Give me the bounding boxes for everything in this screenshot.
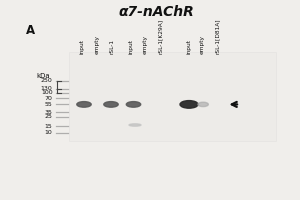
- FancyBboxPatch shape: [69, 52, 276, 141]
- Text: input: input: [186, 39, 191, 54]
- Text: input: input: [80, 39, 85, 54]
- Text: empty: empty: [200, 35, 205, 54]
- Text: 130: 130: [41, 86, 52, 91]
- Ellipse shape: [104, 102, 118, 107]
- Text: α7-nAChR: α7-nAChR: [118, 5, 194, 19]
- Text: kDa: kDa: [37, 73, 50, 79]
- Text: 25: 25: [45, 114, 52, 119]
- Text: 250: 250: [41, 78, 52, 84]
- Text: 15: 15: [45, 124, 52, 129]
- Text: empty: empty: [94, 35, 100, 54]
- Text: rSL-1: rSL-1: [110, 39, 115, 54]
- Text: 100: 100: [41, 90, 52, 96]
- Text: empty: empty: [142, 35, 148, 54]
- Ellipse shape: [129, 124, 141, 126]
- Ellipse shape: [126, 102, 141, 107]
- Text: 70: 70: [45, 96, 52, 100]
- Ellipse shape: [198, 102, 208, 107]
- Text: A: A: [26, 24, 34, 37]
- Text: rSL-1[D81A]: rSL-1[D81A]: [214, 18, 220, 54]
- Ellipse shape: [180, 101, 198, 108]
- Ellipse shape: [77, 102, 91, 107]
- Text: 10: 10: [45, 130, 52, 136]
- Text: input: input: [129, 39, 134, 54]
- Text: 55: 55: [45, 102, 52, 107]
- Text: 35: 35: [45, 110, 52, 114]
- Text: rSL-1[K29A]: rSL-1[K29A]: [158, 19, 163, 54]
